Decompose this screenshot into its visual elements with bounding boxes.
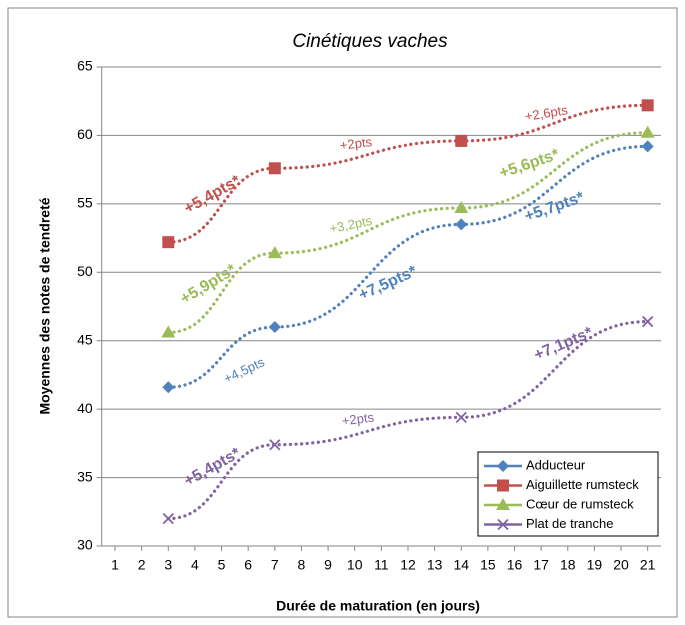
point bbox=[455, 218, 468, 231]
point bbox=[455, 134, 468, 147]
chart-title: Cinétiques vaches bbox=[292, 31, 448, 52]
x-axis-title: Durée de maturation (en jours) bbox=[276, 598, 480, 614]
annotation: +2pts bbox=[339, 134, 373, 153]
point bbox=[161, 325, 176, 338]
x-tick-label: 13 bbox=[427, 557, 443, 573]
legend-label: Aiguillette rumsteck bbox=[526, 477, 639, 492]
point bbox=[640, 125, 655, 138]
x-tick-label: 8 bbox=[298, 557, 306, 573]
x-tick-label: 16 bbox=[507, 557, 523, 573]
x-tick-label: 1 bbox=[111, 557, 119, 573]
point bbox=[642, 315, 654, 328]
point bbox=[162, 381, 175, 394]
x-tick-label: 7 bbox=[271, 557, 279, 573]
legend-label: Plat de tranche bbox=[526, 516, 613, 531]
point bbox=[267, 246, 282, 259]
point bbox=[268, 321, 281, 334]
y-tick-label: 60 bbox=[77, 126, 93, 142]
series-line bbox=[166, 144, 650, 389]
x-tick-label: 17 bbox=[533, 557, 549, 573]
legend: Adducteur Aiguillette rumsteck Cœur de rum… bbox=[477, 451, 659, 537]
x-tick-label: 12 bbox=[400, 557, 416, 573]
annotation: +2,6pts bbox=[524, 102, 569, 124]
x-tick-label: 18 bbox=[560, 557, 576, 573]
y-tick-label: 30 bbox=[77, 537, 93, 553]
legend-marker bbox=[496, 498, 510, 510]
x-tick-label: 20 bbox=[613, 557, 629, 573]
y-tick-label: 50 bbox=[77, 263, 93, 279]
legend-marker bbox=[497, 460, 509, 472]
x-tick-label: 21 bbox=[640, 557, 656, 573]
x-tick-label: 11 bbox=[374, 557, 389, 573]
x-tick-label: 9 bbox=[324, 557, 332, 573]
y-axis-title: Moyennes des notes de tendreté bbox=[37, 197, 53, 414]
point bbox=[641, 140, 654, 153]
annotation: +2pts bbox=[341, 409, 375, 428]
x-tick-label: 14 bbox=[453, 557, 469, 573]
point bbox=[162, 236, 175, 249]
legend-label: Adducteur bbox=[526, 457, 586, 472]
y-tick-label: 40 bbox=[77, 400, 93, 416]
point bbox=[268, 162, 281, 175]
series-line bbox=[166, 103, 650, 244]
y-tick-label: 55 bbox=[77, 195, 93, 211]
series-line bbox=[166, 319, 650, 521]
point bbox=[641, 99, 654, 112]
x-tick-label: 3 bbox=[164, 557, 172, 573]
point bbox=[455, 411, 467, 423]
legend-marker bbox=[497, 479, 509, 492]
y-tick-label: 45 bbox=[77, 331, 93, 347]
x-tick-label: 2 bbox=[138, 557, 146, 573]
point bbox=[162, 512, 174, 525]
x-tick-label: 15 bbox=[480, 557, 496, 573]
legend-label: Cœur de rumsteck bbox=[526, 496, 634, 511]
legend-marker bbox=[497, 518, 509, 531]
y-tick-label: 65 bbox=[77, 58, 93, 74]
x-tick-label: 5 bbox=[218, 557, 226, 573]
series-line bbox=[166, 131, 650, 335]
x-tick-label: 10 bbox=[347, 557, 363, 573]
point bbox=[454, 200, 469, 213]
x-tick-label: 6 bbox=[244, 557, 252, 573]
point bbox=[269, 439, 281, 451]
y-tick-label: 35 bbox=[77, 468, 93, 484]
x-tick-label: 4 bbox=[191, 557, 199, 573]
x-tick-label: 19 bbox=[587, 557, 603, 573]
